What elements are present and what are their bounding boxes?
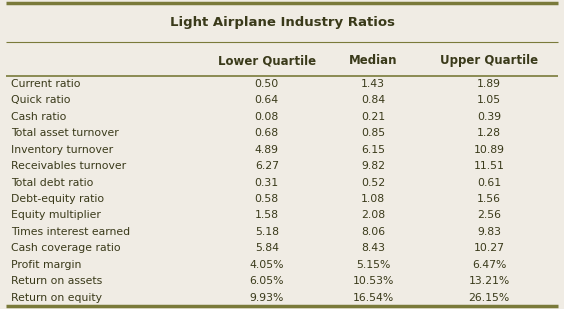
Text: Upper Quartile: Upper Quartile	[440, 54, 538, 67]
Text: 0.08: 0.08	[255, 112, 279, 122]
Text: 0.52: 0.52	[361, 178, 385, 188]
Text: 0.84: 0.84	[361, 95, 385, 105]
Text: 6.15: 6.15	[361, 145, 385, 155]
Text: Current ratio: Current ratio	[11, 79, 81, 89]
Text: Total asset turnover: Total asset turnover	[11, 128, 119, 138]
Text: Total debt ratio: Total debt ratio	[11, 178, 94, 188]
Text: 1.28: 1.28	[477, 128, 501, 138]
Text: 1.05: 1.05	[477, 95, 501, 105]
Text: 6.27: 6.27	[255, 161, 279, 171]
Text: 9.93%: 9.93%	[250, 293, 284, 303]
Text: Cash ratio: Cash ratio	[11, 112, 67, 122]
Text: 6.47%: 6.47%	[472, 260, 506, 270]
Text: Return on equity: Return on equity	[11, 293, 102, 303]
Text: 5.84: 5.84	[255, 243, 279, 253]
Text: 2.08: 2.08	[361, 210, 385, 221]
Text: 8.06: 8.06	[361, 227, 385, 237]
Text: 1.43: 1.43	[361, 79, 385, 89]
Text: Return on assets: Return on assets	[11, 276, 103, 286]
Text: Cash coverage ratio: Cash coverage ratio	[11, 243, 121, 253]
Text: 1.89: 1.89	[477, 79, 501, 89]
Text: 2.56: 2.56	[477, 210, 501, 221]
Text: 0.68: 0.68	[255, 128, 279, 138]
Text: Equity multiplier: Equity multiplier	[11, 210, 101, 221]
Text: 1.56: 1.56	[477, 194, 501, 204]
Text: Times interest earned: Times interest earned	[11, 227, 130, 237]
Text: Median: Median	[349, 54, 398, 67]
Text: 4.05%: 4.05%	[249, 260, 284, 270]
Text: Inventory turnover: Inventory turnover	[11, 145, 113, 155]
Text: 0.64: 0.64	[255, 95, 279, 105]
Text: Profit margin: Profit margin	[11, 260, 82, 270]
Text: 0.58: 0.58	[255, 194, 279, 204]
Text: 13.21%: 13.21%	[469, 276, 510, 286]
Text: Debt-equity ratio: Debt-equity ratio	[11, 194, 104, 204]
Text: 1.58: 1.58	[255, 210, 279, 221]
Text: 6.05%: 6.05%	[249, 276, 284, 286]
Text: 0.39: 0.39	[477, 112, 501, 122]
Text: Quick ratio: Quick ratio	[11, 95, 70, 105]
Text: 0.85: 0.85	[361, 128, 385, 138]
Text: 9.83: 9.83	[477, 227, 501, 237]
Text: Receivables turnover: Receivables turnover	[11, 161, 126, 171]
Text: 10.89: 10.89	[474, 145, 505, 155]
Text: 16.54%: 16.54%	[352, 293, 394, 303]
Text: 5.15%: 5.15%	[356, 260, 390, 270]
Text: 0.61: 0.61	[477, 178, 501, 188]
Text: 8.43: 8.43	[361, 243, 385, 253]
Text: 26.15%: 26.15%	[469, 293, 510, 303]
Text: 11.51: 11.51	[474, 161, 505, 171]
Text: Lower Quartile: Lower Quartile	[218, 54, 316, 67]
Text: 4.89: 4.89	[255, 145, 279, 155]
Text: 0.31: 0.31	[255, 178, 279, 188]
Text: 9.82: 9.82	[361, 161, 385, 171]
Text: Light Airplane Industry Ratios: Light Airplane Industry Ratios	[170, 16, 394, 29]
Text: 10.53%: 10.53%	[352, 276, 394, 286]
Text: 0.21: 0.21	[361, 112, 385, 122]
Text: 1.08: 1.08	[361, 194, 385, 204]
Text: 5.18: 5.18	[255, 227, 279, 237]
Text: 0.50: 0.50	[255, 79, 279, 89]
Text: 10.27: 10.27	[474, 243, 505, 253]
